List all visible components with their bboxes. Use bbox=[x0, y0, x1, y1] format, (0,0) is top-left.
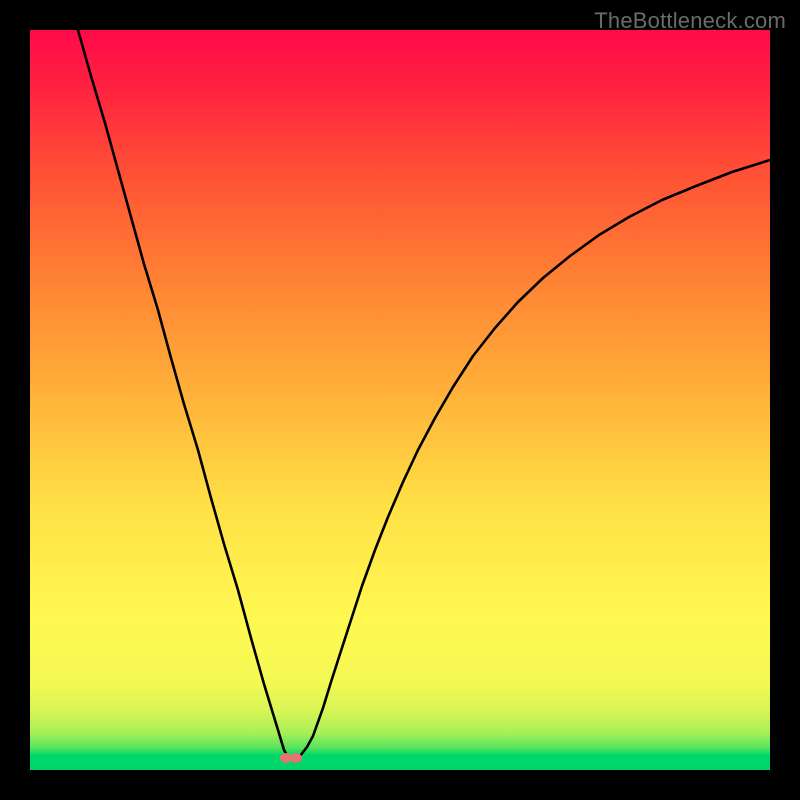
curve-layer bbox=[30, 30, 770, 770]
plot-area bbox=[30, 30, 770, 770]
bottleneck-curve bbox=[78, 30, 770, 760]
chart-stage: TheBottleneck.com bbox=[0, 0, 800, 800]
minimum-marker bbox=[290, 753, 302, 763]
marker-group bbox=[280, 753, 302, 763]
watermark-text: TheBottleneck.com bbox=[594, 8, 786, 34]
